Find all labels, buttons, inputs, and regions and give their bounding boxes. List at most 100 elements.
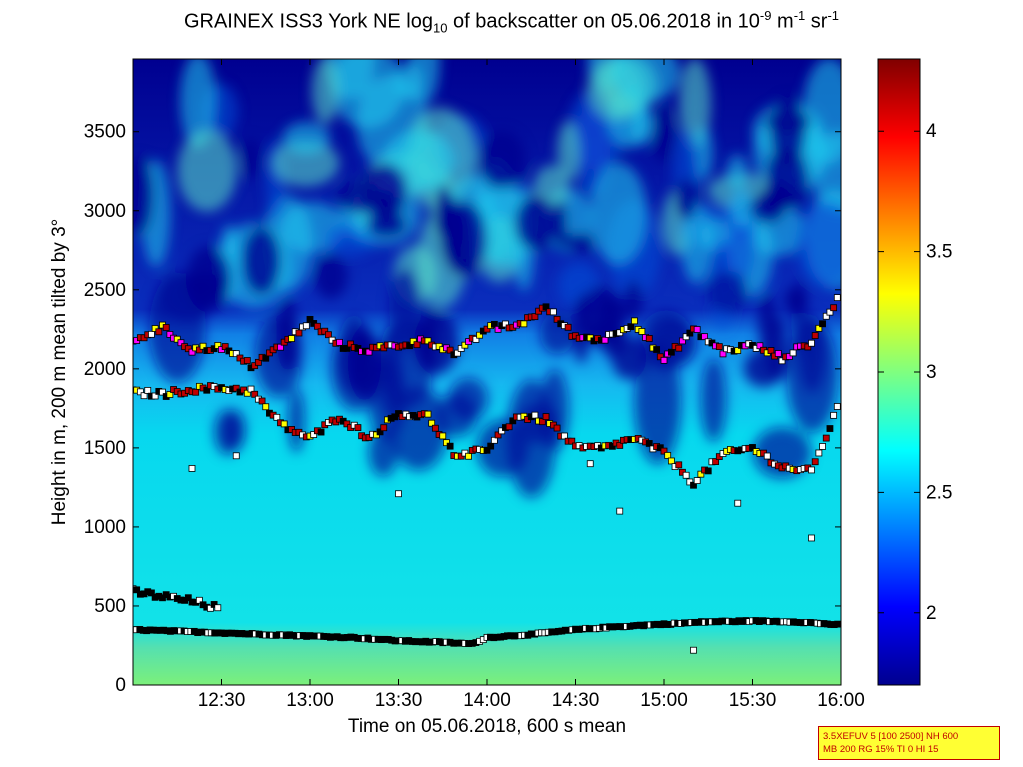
marker-upper_layer [472,335,480,343]
marker-upper_layer [336,338,343,346]
marker-boundary_layer_top [815,449,823,457]
marker-boundary_layer_top [509,417,517,425]
marker-boundary_layer_top [424,410,432,418]
marker-upper_layer [195,346,203,354]
marker-upper_layer [693,326,701,333]
heatmap-cell [795,201,841,287]
info-line-2: MB 200 RG 15% TI 0 HI 15 [823,744,939,755]
marker-upper_layer [476,331,484,339]
marker-upper_layer [778,357,786,365]
marker-boundary_layer_top [166,391,174,398]
marker-upper_layer [653,346,661,353]
marker-upper_layer [148,330,155,338]
marker-upper_layer [177,339,185,347]
marker-boundary_layer_top [428,419,436,427]
marker-boundary_layer_top [144,387,152,394]
scattered-marker [808,534,815,542]
heatmap-cell [180,59,216,149]
marker-upper_layer [347,340,354,348]
marker-boundary_layer_top [830,411,838,419]
marker-boundary_layer_top [616,442,624,449]
marker-upper_layer [549,308,557,316]
marker-boundary_layer_top [280,420,288,428]
y-tick-label: 2000 [84,359,126,380]
marker-boundary_layer_top [203,386,211,394]
scattered-marker [616,507,624,515]
marker-boundary_layer_top [561,432,568,440]
marker-upper_layer [785,353,793,360]
heatmap-cell [557,121,580,182]
x-axis-label: Time on 05.06.2018, 600 s mean [347,716,627,737]
marker-boundary_layer_top [487,442,495,450]
marker-upper_layer [815,324,823,332]
marker-upper_layer [715,343,723,351]
marker-boundary_layer_top [273,413,281,421]
heatmap-cell [673,177,699,221]
marker-boundary_layer_top [192,388,200,396]
marker-upper_layer [494,325,502,333]
marker-upper_layer [531,313,539,321]
heatmap-cell [478,130,526,189]
heatmap-cell [435,393,478,437]
colorbar-tick-label: 3.5 [926,242,952,263]
marker-boundary_layer_top [693,477,701,484]
marker-upper_layer [262,354,270,362]
marker-upper_layer [756,342,764,350]
marker-upper_layer [638,328,646,335]
marker-upper_layer [811,332,819,339]
marker-upper_layer [446,346,454,354]
marker-upper_layer [325,331,332,339]
marker-upper_layer [221,343,229,350]
heatmap-cell [648,318,697,368]
marker-layer_height_surface [834,620,841,628]
heatmap-cell [629,104,653,146]
marker-upper_layer [789,349,797,357]
scattered-marker [586,460,594,468]
marker-boundary_layer_top [446,442,454,450]
heatmap-cell [186,246,232,313]
colorbar-gradient [877,58,921,686]
marker-upper_layer [520,320,528,328]
marker-upper_layer [822,312,830,320]
heatmap-cell [330,59,405,129]
marker-upper_layer [173,335,181,343]
heatmap-cell [700,358,727,442]
marker-residual_layer [195,596,203,604]
scattered-marker [232,452,240,460]
marker-upper_layer [321,327,329,335]
marker-upper_layer [833,294,841,302]
marker-boundary_layer_top [675,461,683,469]
marker-boundary_layer_top [749,444,756,451]
y-tick-label: 1000 [84,517,126,538]
marker-upper_layer [679,337,686,345]
marker-boundary_layer_top [243,389,251,397]
marker-upper_layer [343,344,351,352]
marker-boundary_layer_top [494,431,502,439]
marker-boundary_layer_top [660,447,668,455]
colorbar-tick-label: 2.5 [926,482,952,503]
marker-upper_layer [819,320,826,328]
marker-boundary_layer_top [443,439,450,447]
marker-boundary_layer_top [505,423,513,431]
marker-upper_layer [490,320,498,328]
heatmap-cell [634,340,682,465]
marker-upper_layer [682,333,690,341]
marker-boundary_layer_top [811,458,819,466]
heatmap-area [133,59,841,685]
marker-boundary_layer_top [247,385,255,393]
x-tick-label: 12:30 [198,690,246,711]
marker-boundary_layer_top [136,388,144,396]
marker-upper_layer [424,337,432,345]
marker-boundary_layer_top [431,424,439,432]
marker-boundary_layer_top [682,471,690,479]
marker-boundary_layer_top [439,432,447,440]
marker-upper_layer [365,348,373,356]
x-tick-label: 16:00 [817,690,865,711]
x-tick-label: 15:00 [640,690,688,711]
marker-upper_layer [774,350,782,357]
x-axis: 12:30 13:00 13:30 14:00 14:30 15:00 15:30 16:00 [198,59,865,711]
marker-boundary_layer_top [538,418,546,426]
marker-upper_layer [719,350,727,358]
y-tick-label: 0 [115,675,126,696]
marker-upper_layer [277,343,284,351]
